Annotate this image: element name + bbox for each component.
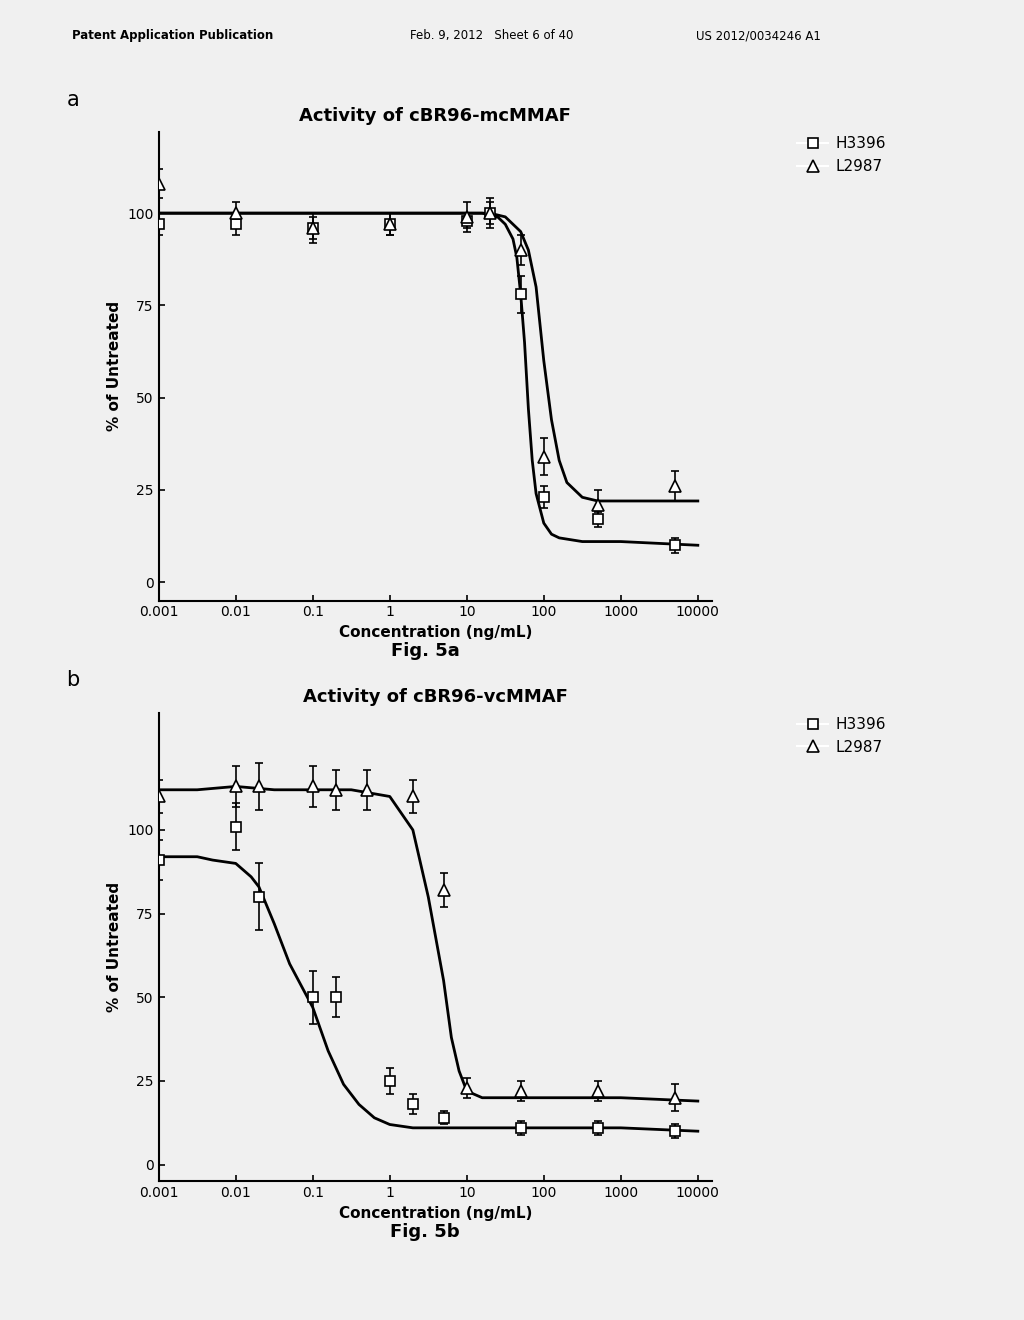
Title: Activity of cBR96-mcMMAF: Activity of cBR96-mcMMAF xyxy=(299,107,571,125)
Text: US 2012/0034246 A1: US 2012/0034246 A1 xyxy=(696,29,821,42)
Title: Activity of cBR96-vcMMAF: Activity of cBR96-vcMMAF xyxy=(303,688,567,706)
Legend: H3396, L2987: H3396, L2987 xyxy=(792,131,892,180)
Text: Patent Application Publication: Patent Application Publication xyxy=(72,29,273,42)
Legend: H3396, L2987: H3396, L2987 xyxy=(792,711,892,760)
Text: Fig. 5a: Fig. 5a xyxy=(390,642,460,660)
X-axis label: Concentration (ng/mL): Concentration (ng/mL) xyxy=(339,1205,531,1221)
Y-axis label: % of Untreated: % of Untreated xyxy=(106,301,122,432)
Text: Fig. 5b: Fig. 5b xyxy=(390,1222,460,1241)
X-axis label: Concentration (ng/mL): Concentration (ng/mL) xyxy=(339,624,531,640)
Text: a: a xyxy=(67,90,79,110)
Text: b: b xyxy=(67,671,80,690)
Text: Feb. 9, 2012   Sheet 6 of 40: Feb. 9, 2012 Sheet 6 of 40 xyxy=(410,29,573,42)
Y-axis label: % of Untreated: % of Untreated xyxy=(106,882,122,1012)
